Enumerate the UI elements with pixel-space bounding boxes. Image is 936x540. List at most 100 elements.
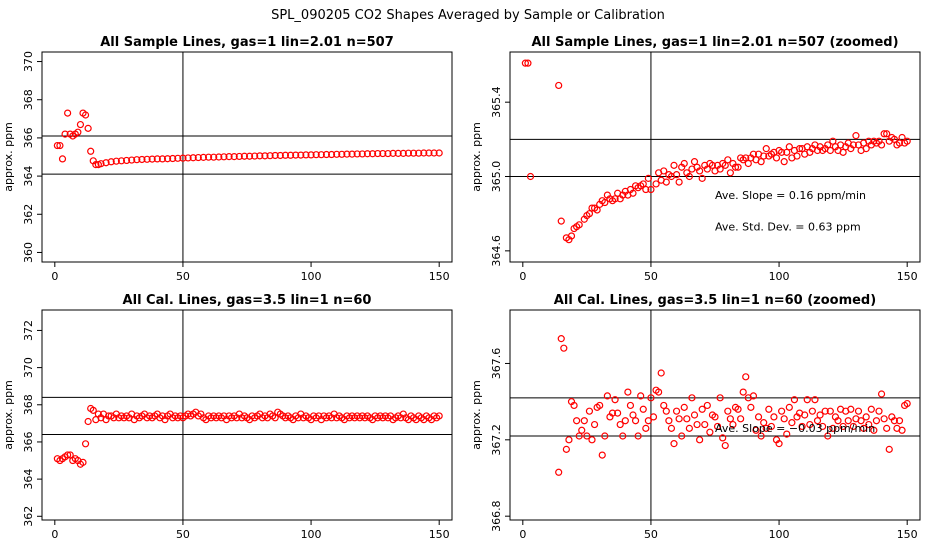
data-point	[133, 156, 141, 164]
chart-annotation: Ave. Slope = −0.03 ppm/min	[715, 422, 875, 435]
data-point	[657, 369, 665, 377]
data-point	[64, 109, 72, 117]
data-point	[801, 411, 809, 419]
data-point	[616, 420, 624, 429]
data-point	[603, 392, 611, 400]
data-point	[696, 167, 704, 175]
data-point	[685, 424, 693, 432]
data-point	[64, 451, 72, 459]
series-calibration	[53, 404, 443, 468]
data-point	[521, 59, 529, 67]
data-point	[780, 415, 788, 423]
data-point	[826, 407, 834, 415]
data-point	[724, 407, 732, 415]
data-point	[575, 221, 583, 229]
data-point	[415, 149, 423, 157]
data-point	[624, 388, 632, 396]
data-point	[580, 417, 588, 425]
data-point	[672, 171, 681, 179]
data-point	[84, 417, 92, 426]
y-tick-label: 366	[22, 127, 35, 148]
data-point	[647, 185, 655, 194]
chart-title: All Sample Lines, gas=1 lin=2.01 n=507 (…	[531, 35, 898, 50]
data-point	[575, 432, 583, 440]
series-calibration	[555, 335, 911, 476]
data-point	[107, 158, 115, 166]
data-point	[708, 161, 717, 169]
data-point	[56, 141, 64, 150]
data-point	[734, 163, 742, 171]
data-point	[803, 396, 811, 404]
data-point	[435, 412, 443, 420]
data-point	[847, 405, 855, 413]
data-point	[148, 155, 156, 163]
data-point	[89, 406, 97, 414]
data-point	[245, 152, 254, 160]
x-tick-label: 100	[301, 270, 322, 283]
y-tick-label: 364.6	[490, 235, 503, 266]
data-point	[608, 409, 617, 417]
data-point	[184, 154, 192, 162]
y-tick-label: 367.6	[490, 348, 503, 380]
data-point	[312, 151, 320, 159]
data-point	[555, 81, 563, 90]
plot-frame	[41, 51, 453, 263]
data-point	[526, 172, 535, 181]
data-point	[593, 206, 601, 214]
x-tick-label: 150	[897, 270, 918, 283]
data-point	[860, 424, 868, 432]
data-point	[867, 405, 875, 413]
data-point	[844, 417, 852, 425]
data-point	[158, 155, 167, 163]
y-tick-label: 365.4	[490, 86, 503, 118]
data-point	[693, 420, 701, 429]
chart-panel-2: All Sample Lines, gas=1 lin=2.01 n=507 (…	[470, 35, 921, 283]
data-point	[596, 401, 604, 410]
data-point	[660, 167, 668, 175]
y-axis-label: approx. ppm	[470, 380, 483, 450]
data-point	[762, 145, 770, 153]
data-point	[747, 403, 755, 411]
data-point	[363, 150, 372, 158]
data-point	[557, 335, 565, 343]
data-point	[394, 149, 402, 157]
data-point	[562, 445, 570, 453]
y-tick-label: 370	[22, 357, 35, 378]
data-point	[644, 417, 652, 425]
data-point	[729, 420, 737, 429]
data-point	[621, 417, 629, 425]
data-point	[266, 152, 274, 160]
data-point	[713, 422, 722, 431]
data-point	[297, 151, 305, 159]
data-point	[706, 428, 714, 436]
data-point	[128, 156, 136, 164]
y-tick-label: 360	[22, 242, 35, 263]
data-point	[399, 149, 407, 157]
data-point	[353, 150, 361, 158]
data-point	[225, 153, 233, 161]
data-point	[585, 407, 594, 415]
chart-title: All Cal. Lines, gas=3.5 lin=1 n=60 (zoom…	[554, 293, 876, 308]
data-point	[634, 432, 642, 440]
chart-panel-4: All Cal. Lines, gas=3.5 lin=1 n=60 (zoom…	[470, 293, 921, 540]
chart-title: All Cal. Lines, gas=3.5 lin=1 n=60	[123, 293, 372, 308]
data-point	[824, 432, 832, 440]
data-point	[672, 407, 681, 415]
data-point	[790, 396, 799, 404]
data-point	[670, 161, 678, 169]
data-point	[631, 417, 640, 425]
data-point	[849, 422, 857, 431]
data-point	[256, 152, 264, 160]
data-point	[849, 141, 857, 149]
data-point	[97, 160, 105, 168]
data-point	[667, 424, 676, 432]
data-point	[724, 156, 732, 164]
data-point	[230, 153, 238, 161]
data-point	[430, 149, 438, 157]
data-point	[760, 419, 768, 427]
y-tick-label: 366.8	[490, 500, 503, 532]
data-point	[647, 394, 655, 402]
data-point	[639, 405, 647, 413]
data-point	[701, 420, 709, 429]
